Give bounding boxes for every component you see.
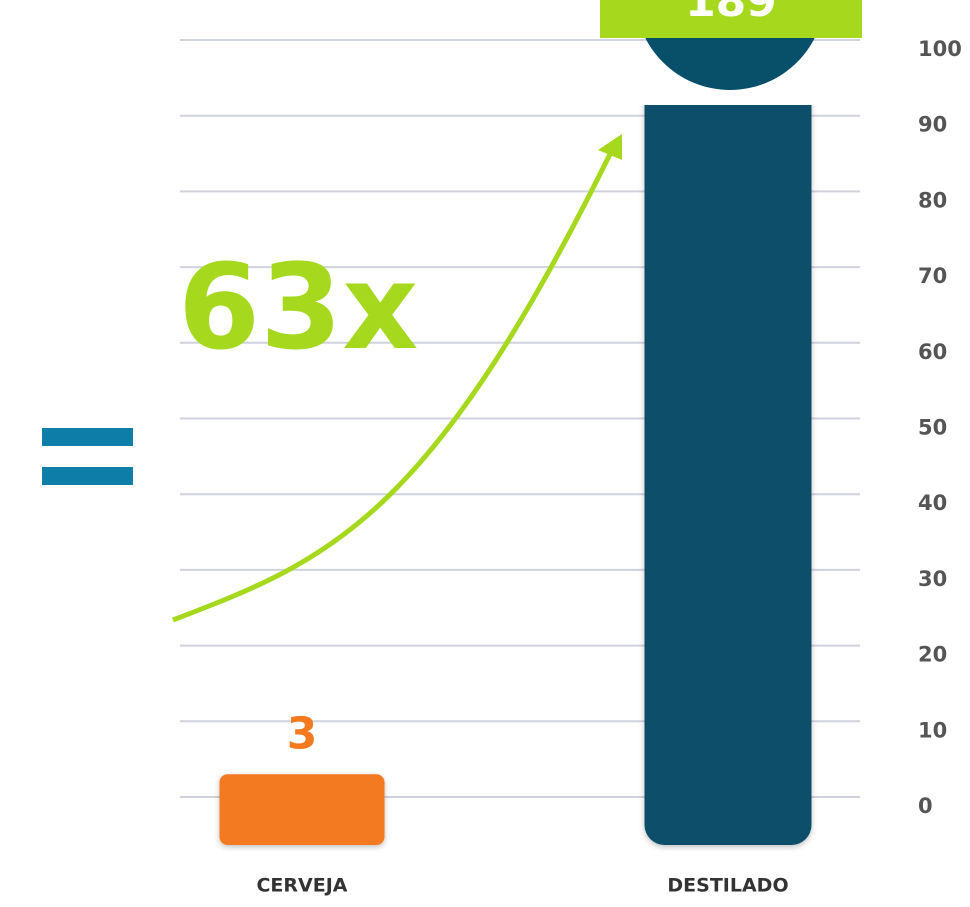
value-label: 189: [685, 0, 777, 27]
arrow-head: [598, 134, 622, 160]
value-label-box: [600, 0, 862, 38]
bar: [644, 105, 812, 845]
y-tick-label: 90: [918, 113, 947, 137]
bar: [219, 774, 385, 845]
equals-sign-top: [42, 428, 133, 446]
y-tick-label: 20: [918, 643, 947, 667]
x-tick-label: DESTILADO: [667, 875, 788, 897]
multiplier-annotation: 63x: [178, 238, 418, 376]
growth-arrow: [172, 148, 615, 623]
y-tick-label: 100: [918, 37, 962, 61]
y-tick-label: 0: [918, 794, 933, 818]
y-tick-label: 70: [918, 264, 947, 288]
y-tick-label: 10: [918, 718, 947, 742]
value-label: 3: [287, 708, 318, 759]
y-tick-label: 50: [918, 416, 947, 440]
y-tick-label: 60: [918, 340, 947, 364]
bars: [219, 105, 812, 845]
y-tick-label: 30: [918, 567, 947, 591]
x-tick-label: CERVEJA: [256, 875, 347, 897]
y-tick-label: 80: [918, 188, 947, 212]
equals-sign-bottom: [42, 467, 133, 485]
y-tick-label: 40: [918, 491, 947, 515]
